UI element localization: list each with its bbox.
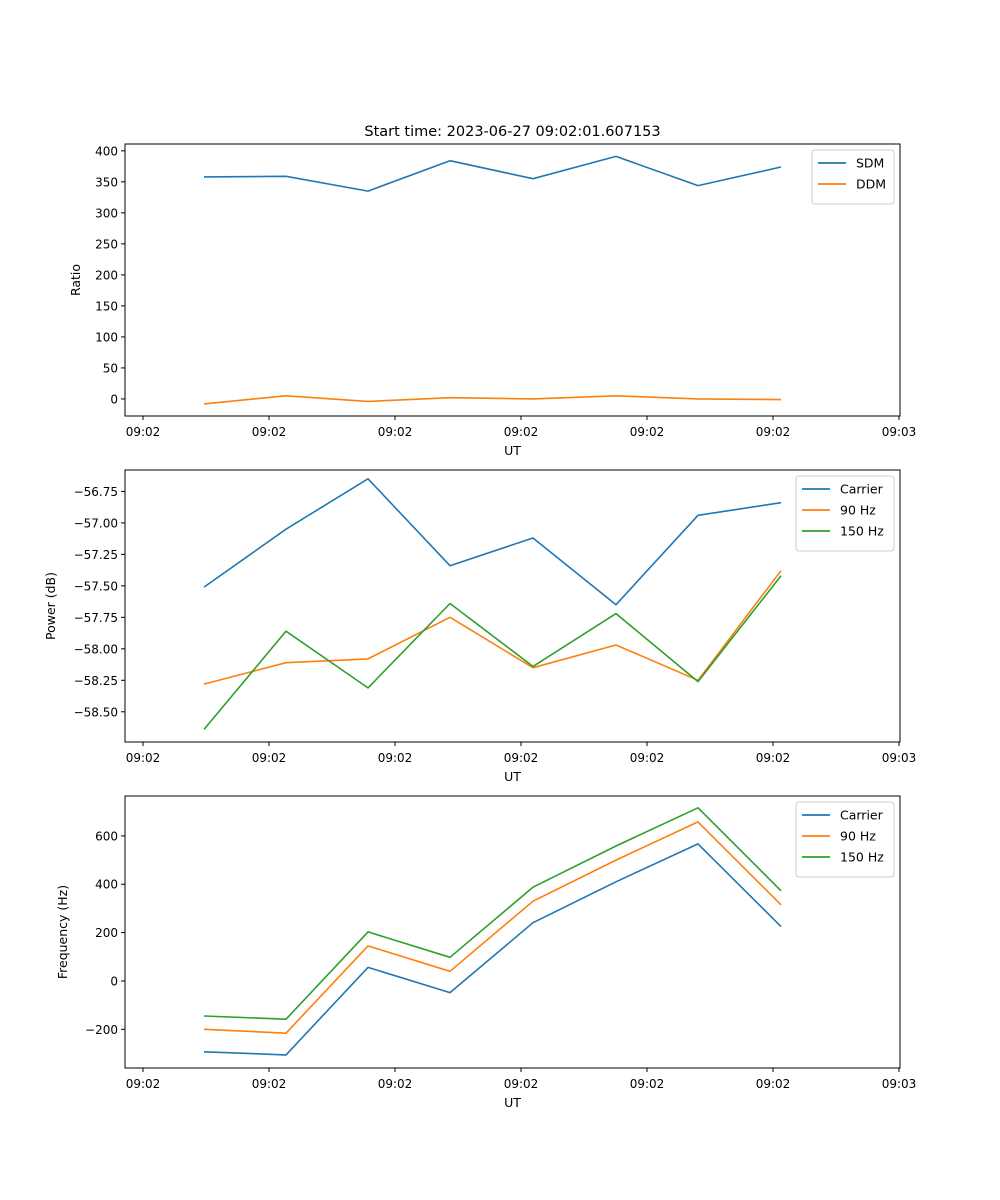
- legend-box: [795, 475, 895, 552]
- subplots: 0 50 100 150 200 250 300 350 400 09:02 09:02 09:02 0…: [43, 143, 917, 1110]
- x-tick-label: 09:02: [630, 425, 665, 439]
- y-tick-label: −57.25: [74, 548, 118, 562]
- legend: SDM DDM: [811, 149, 895, 205]
- x-tick-label: 09:02: [252, 751, 287, 765]
- legend-label: Carrier: [840, 808, 884, 823]
- y-tick-label: −57.75: [74, 611, 118, 625]
- subplot-1: 0 50 100 150 200 250 300 350 400 09:02 09:02 09:02 0…: [68, 143, 917, 458]
- subplot-3: −200 0 200 400 600 09:02 09:02 09:02 09:02 09:02 0…: [55, 795, 917, 1110]
- x-tick-label: 09:03: [882, 751, 917, 765]
- y-tick-label: 0: [110, 392, 118, 406]
- x-axis-label: UT: [504, 769, 521, 784]
- axes-frame: [124, 469, 901, 743]
- legend-box: [795, 801, 895, 878]
- legend: Carrier 90 Hz 150 Hz: [795, 801, 895, 878]
- x-tick-label: 09:02: [126, 425, 161, 439]
- y-tick-label: 50: [103, 361, 118, 375]
- legend-label: 150 Hz: [840, 524, 884, 539]
- y-tick-label: 250: [95, 237, 118, 251]
- y-tick-label: −56.75: [74, 485, 118, 499]
- y-tick-label: −200: [85, 1023, 118, 1037]
- x-tick-label: 09:02: [126, 751, 161, 765]
- x-tick-label: 09:03: [882, 425, 917, 439]
- legend-label: DDM: [856, 177, 886, 192]
- y-tick-label: 600: [95, 829, 118, 843]
- y-tick-label: −58.50: [74, 705, 118, 719]
- x-tick-label: 09:02: [504, 1077, 539, 1091]
- x-tick-label: 09:02: [252, 1077, 287, 1091]
- x-tick-label: 09:02: [252, 425, 287, 439]
- x-tick-label: 09:02: [756, 1077, 791, 1091]
- y-tick-label: −57.50: [74, 579, 118, 593]
- y-axis-label: Ratio: [68, 264, 83, 296]
- series-line-carrier: [203, 477, 782, 606]
- y-tick-label: 200: [95, 268, 118, 282]
- subplot-2: −58.50 −58.25 −58.00 −57.75 −57.50 −57.25 −57.…: [43, 469, 917, 784]
- series-line-150-hz: [203, 575, 782, 730]
- y-tick-label: 150: [95, 299, 118, 313]
- legend-label: 150 Hz: [840, 850, 884, 865]
- figure-title: Start time: 2023-06-27 09:02:01.607153: [364, 124, 660, 140]
- x-tick-label: 09:02: [756, 751, 791, 765]
- axes-frame: [124, 143, 901, 417]
- axes-frame: [124, 795, 901, 1069]
- x-tick-label: 09:02: [378, 425, 413, 439]
- y-tick-label: 200: [95, 926, 118, 940]
- series-line-sdm: [203, 155, 782, 192]
- y-tick-label: −58.00: [74, 642, 118, 656]
- y-tick-label: −57.00: [74, 516, 118, 530]
- y-tick-label: 0: [110, 974, 118, 988]
- x-tick-label: 09:02: [756, 425, 791, 439]
- x-axis-label: UT: [504, 1095, 521, 1110]
- y-tick-label: 350: [95, 175, 118, 189]
- x-tick-label: 09:02: [630, 751, 665, 765]
- x-tick-label: 09:02: [504, 751, 539, 765]
- y-tick-label: 300: [95, 206, 118, 220]
- series-line-ddm: [203, 394, 782, 405]
- y-tick-label: 400: [95, 878, 118, 892]
- legend-label: 90 Hz: [840, 503, 876, 518]
- x-axis-label: UT: [504, 443, 521, 458]
- x-tick-label: 09:02: [630, 1077, 665, 1091]
- series-line-90-hz: [203, 821, 782, 1034]
- series-line-carrier: [203, 843, 782, 1056]
- y-tick-label: −58.25: [74, 674, 118, 688]
- series-line-90-hz: [203, 570, 782, 685]
- x-tick-label: 09:02: [126, 1077, 161, 1091]
- x-tick-label: 09:02: [504, 425, 539, 439]
- y-tick-label: 100: [95, 330, 118, 344]
- y-axis-label: Power (dB): [43, 572, 58, 640]
- legend-label: Carrier: [840, 482, 884, 497]
- series-line-150-hz: [203, 806, 782, 1021]
- x-tick-label: 09:03: [882, 1077, 917, 1091]
- x-tick-label: 09:02: [378, 751, 413, 765]
- legend: Carrier 90 Hz 150 Hz: [795, 475, 895, 552]
- legend-label: SDM: [856, 156, 884, 171]
- y-axis-label: Frequency (Hz): [55, 885, 70, 979]
- x-tick-label: 09:02: [378, 1077, 413, 1091]
- legend-label: 90 Hz: [840, 829, 876, 844]
- y-tick-label: 400: [95, 144, 118, 158]
